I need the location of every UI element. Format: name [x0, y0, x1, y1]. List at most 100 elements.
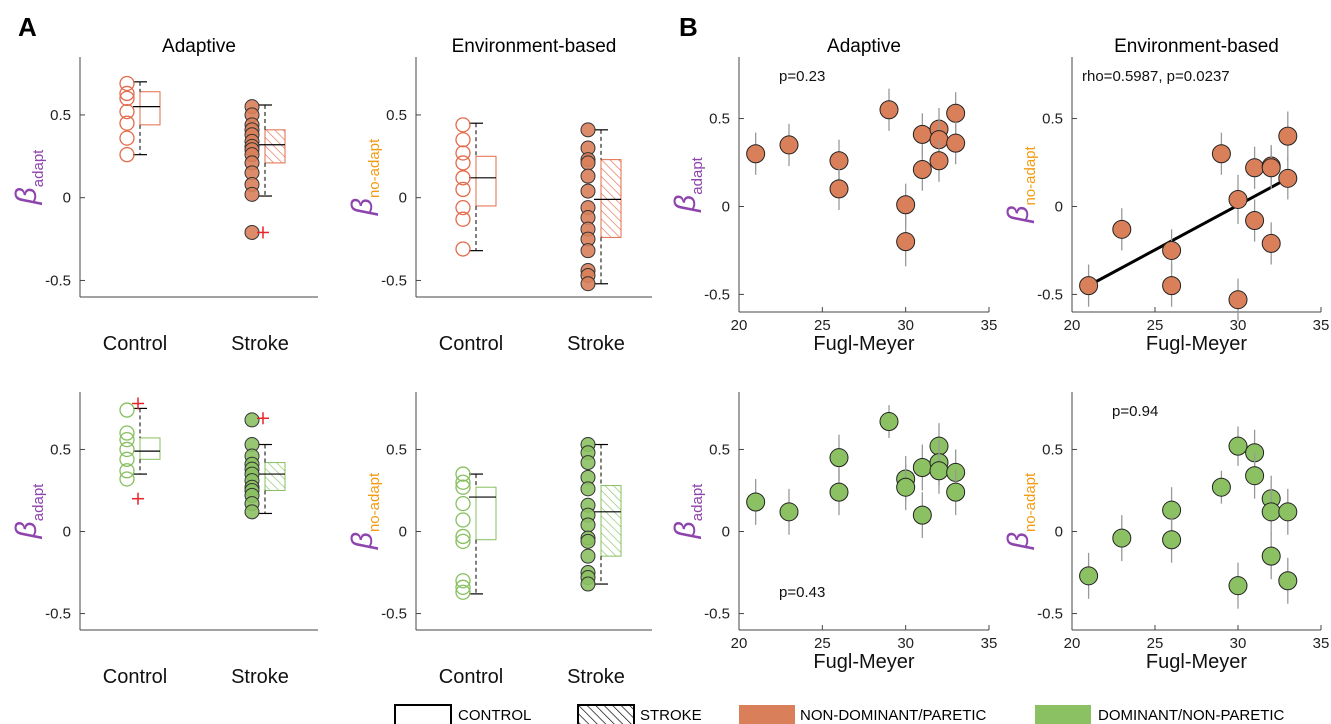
data-point — [1228, 290, 1248, 310]
y-tick-label: 0 — [63, 524, 71, 541]
x-category-label: Stroke — [567, 666, 625, 688]
data-point — [879, 412, 899, 432]
legend-label-paretic: NON-DOMINANT/PARETIC — [800, 707, 987, 724]
data-point — [946, 482, 966, 502]
box-iqr — [475, 486, 497, 541]
y-tick-label: 0 — [722, 524, 730, 541]
legend-item-control: CONTROL — [394, 704, 531, 724]
x-axis-label: Fugl-Meyer — [813, 333, 914, 355]
data-point — [896, 477, 916, 497]
x-category-label: Control — [103, 666, 167, 688]
y-axis-label: βadapt — [10, 483, 47, 540]
stats-annotation: rho=0.5987, p=0.0237 — [1082, 68, 1230, 85]
data-point — [946, 103, 966, 123]
panel-letter-a: A — [18, 12, 37, 42]
data-point — [455, 132, 471, 148]
x-category-label: Stroke — [231, 666, 289, 688]
data-point — [119, 130, 135, 146]
data-point — [1228, 576, 1248, 596]
data-point — [455, 512, 471, 528]
y-tick-label: 0.5 — [1042, 441, 1063, 458]
legend-swatch-paretic — [739, 705, 795, 724]
data-point — [455, 584, 471, 600]
data-point — [119, 463, 135, 479]
data-point — [580, 276, 596, 292]
data-point — [455, 479, 471, 495]
data-point — [912, 124, 932, 144]
x-tick-label: 35 — [981, 317, 998, 334]
data-point — [929, 151, 949, 171]
y-tick-label: -0.5 — [381, 272, 407, 289]
chart-panel: -0.5 0 0.5 Adaptive βadapt Control Stroke — [10, 36, 318, 355]
data-point — [455, 117, 471, 133]
y-axis-label: βadapt — [669, 156, 706, 213]
y-tick-label: 0 — [722, 198, 730, 215]
x-tick-label: 35 — [1313, 317, 1330, 334]
x-category-label: Control — [439, 333, 503, 355]
data-point — [455, 528, 471, 545]
y-tick-label: -0.5 — [1037, 286, 1063, 303]
legend-swatch-nonparetic — [1035, 705, 1091, 724]
data-point — [580, 576, 596, 592]
data-point — [580, 481, 596, 497]
data-point — [119, 441, 135, 458]
x-tick-label: 30 — [897, 317, 914, 334]
chart-title: Environment-based — [452, 36, 617, 57]
x-tick-label: 20 — [731, 317, 748, 334]
data-point — [455, 579, 471, 595]
y-tick-label: -0.5 — [381, 606, 407, 623]
data-point — [1228, 189, 1248, 209]
chart-panel: -0.5 0 0.5 Environment-based βno-adapt 20 25 30… — [1002, 36, 1329, 355]
data-point — [580, 243, 596, 259]
box-group: Control — [439, 117, 503, 355]
x-tick-label: 30 — [1230, 317, 1247, 334]
data-point — [1245, 211, 1265, 231]
x-axis-label: Fugl-Meyer — [813, 651, 914, 673]
legend-item-nonparetic: DOMINANT/NON-PARETIC — [1035, 705, 1285, 724]
data-point — [455, 573, 471, 589]
data-point — [1278, 571, 1298, 591]
data-point — [119, 471, 135, 487]
box-group: Stroke — [567, 122, 625, 355]
panel-letter-b: B — [679, 12, 698, 42]
data-point — [896, 232, 916, 252]
data-point — [829, 482, 849, 502]
data-point — [1261, 233, 1281, 253]
data-point — [119, 103, 135, 120]
y-axis-label: βno-adapt — [346, 472, 383, 550]
data-point — [896, 195, 916, 215]
data-point — [455, 170, 471, 186]
data-point — [244, 224, 260, 240]
x-axis-label: Fugl-Meyer — [1146, 651, 1247, 673]
y-tick-label: 0.5 — [50, 107, 71, 124]
data-point — [119, 90, 135, 107]
y-tick-label: 0.5 — [386, 107, 407, 124]
x-category-label: Control — [439, 666, 503, 688]
data-point — [912, 458, 932, 478]
data-point — [829, 448, 849, 468]
data-point — [244, 412, 260, 428]
data-point — [1211, 144, 1231, 164]
y-axis-label: βno-adapt — [346, 138, 383, 216]
x-tick-label: 30 — [1230, 635, 1247, 652]
chart-title: Environment-based — [1114, 36, 1279, 57]
data-point — [1245, 158, 1265, 178]
y-tick-label: -0.5 — [45, 272, 71, 289]
data-point — [746, 144, 766, 164]
y-tick-label: 0 — [399, 190, 407, 207]
chart-title: Adaptive — [827, 36, 901, 57]
data-point — [455, 211, 471, 227]
data-point — [580, 183, 596, 199]
box-iqr — [600, 485, 622, 557]
y-tick-label: 0 — [1055, 524, 1063, 541]
data-point — [946, 133, 966, 153]
regression-line — [1087, 177, 1289, 287]
data-point — [119, 451, 135, 467]
box-group: Stroke — [567, 437, 625, 688]
y-tick-label: 0.5 — [386, 441, 407, 458]
data-point — [244, 186, 260, 202]
x-axis-label: Fugl-Meyer — [1146, 333, 1247, 355]
x-category-label: Stroke — [567, 333, 625, 355]
